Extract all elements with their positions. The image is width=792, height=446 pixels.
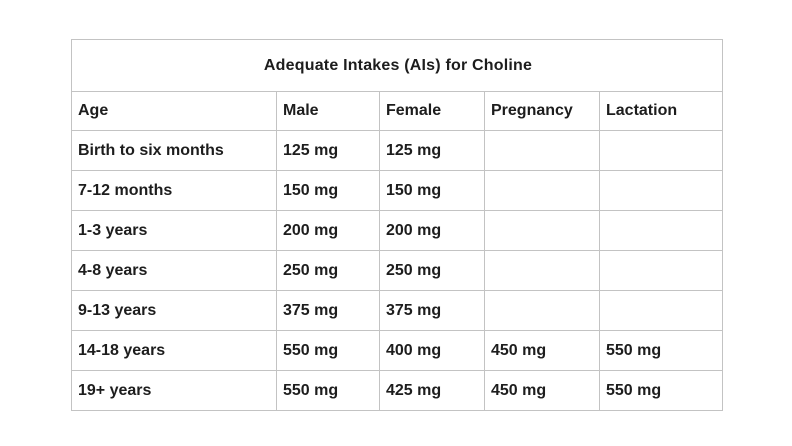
cell-pregnancy <box>484 130 600 171</box>
cell-pregnancy <box>484 290 600 331</box>
cell-male: 550 mg <box>276 330 380 371</box>
cell-female: 150 mg <box>379 170 485 211</box>
cell-age: 4-8 years <box>71 250 277 291</box>
column-header-lactation: Lactation <box>598 91 724 131</box>
cell-age: 14-18 years <box>71 330 277 371</box>
cell-age: 9-13 years <box>71 290 277 331</box>
column-header-pregnancy: Pregnancy <box>484 91 600 131</box>
cell-lactation: 550 mg <box>598 370 724 411</box>
table-row-19-plus-years: 19+ years 550 mg 425 mg 450 mg 550 mg <box>71 370 724 411</box>
cell-pregnancy <box>484 250 600 291</box>
cell-female: 425 mg <box>379 370 485 411</box>
cell-age: Birth to six months <box>71 130 277 171</box>
table-title: Adequate Intakes (AIs) for Choline <box>70 39 724 92</box>
cell-pregnancy: 450 mg <box>484 330 600 371</box>
cell-lactation <box>598 170 724 211</box>
cell-pregnancy <box>484 210 600 251</box>
cell-pregnancy <box>484 170 600 211</box>
cell-lactation <box>598 130 724 171</box>
cell-lactation: 550 mg <box>598 330 724 371</box>
table-header-row: Age Male Female Pregnancy Lactation <box>71 91 724 131</box>
table-title-row: Adequate Intakes (AIs) for Choline <box>70 39 724 92</box>
table-row-1-3-years: 1-3 years 200 mg 200 mg <box>71 210 724 251</box>
cell-female: 125 mg <box>379 130 485 171</box>
cell-pregnancy: 450 mg <box>484 370 600 411</box>
table-row-9-13-years: 9-13 years 375 mg 375 mg <box>71 290 724 331</box>
cell-male: 150 mg <box>276 170 380 211</box>
cell-age: 19+ years <box>71 370 277 411</box>
cell-female: 250 mg <box>379 250 485 291</box>
table-row-birth-to-six-months: Birth to six months 125 mg 125 mg <box>71 130 724 171</box>
cell-lactation <box>598 290 724 331</box>
table-row-4-8-years: 4-8 years 250 mg 250 mg <box>71 250 724 291</box>
column-header-male: Male <box>276 91 380 131</box>
cell-male: 125 mg <box>276 130 380 171</box>
cell-lactation <box>598 250 724 291</box>
choline-intake-table: Adequate Intakes (AIs) for Choline Age M… <box>70 39 724 411</box>
table-row-7-12-months: 7-12 months 150 mg 150 mg <box>71 170 724 211</box>
cell-lactation <box>598 210 724 251</box>
table-row-14-18-years: 14-18 years 550 mg 400 mg 450 mg 550 mg <box>71 330 724 371</box>
cell-female: 200 mg <box>379 210 485 251</box>
cell-female: 400 mg <box>379 330 485 371</box>
cell-female: 375 mg <box>379 290 485 331</box>
cell-age: 1-3 years <box>71 210 277 251</box>
cell-age: 7-12 months <box>71 170 277 211</box>
column-header-age: Age <box>71 91 277 131</box>
cell-male: 375 mg <box>276 290 380 331</box>
cell-male: 200 mg <box>276 210 380 251</box>
cell-male: 250 mg <box>276 250 380 291</box>
column-header-female: Female <box>379 91 485 131</box>
cell-male: 550 mg <box>276 370 380 411</box>
